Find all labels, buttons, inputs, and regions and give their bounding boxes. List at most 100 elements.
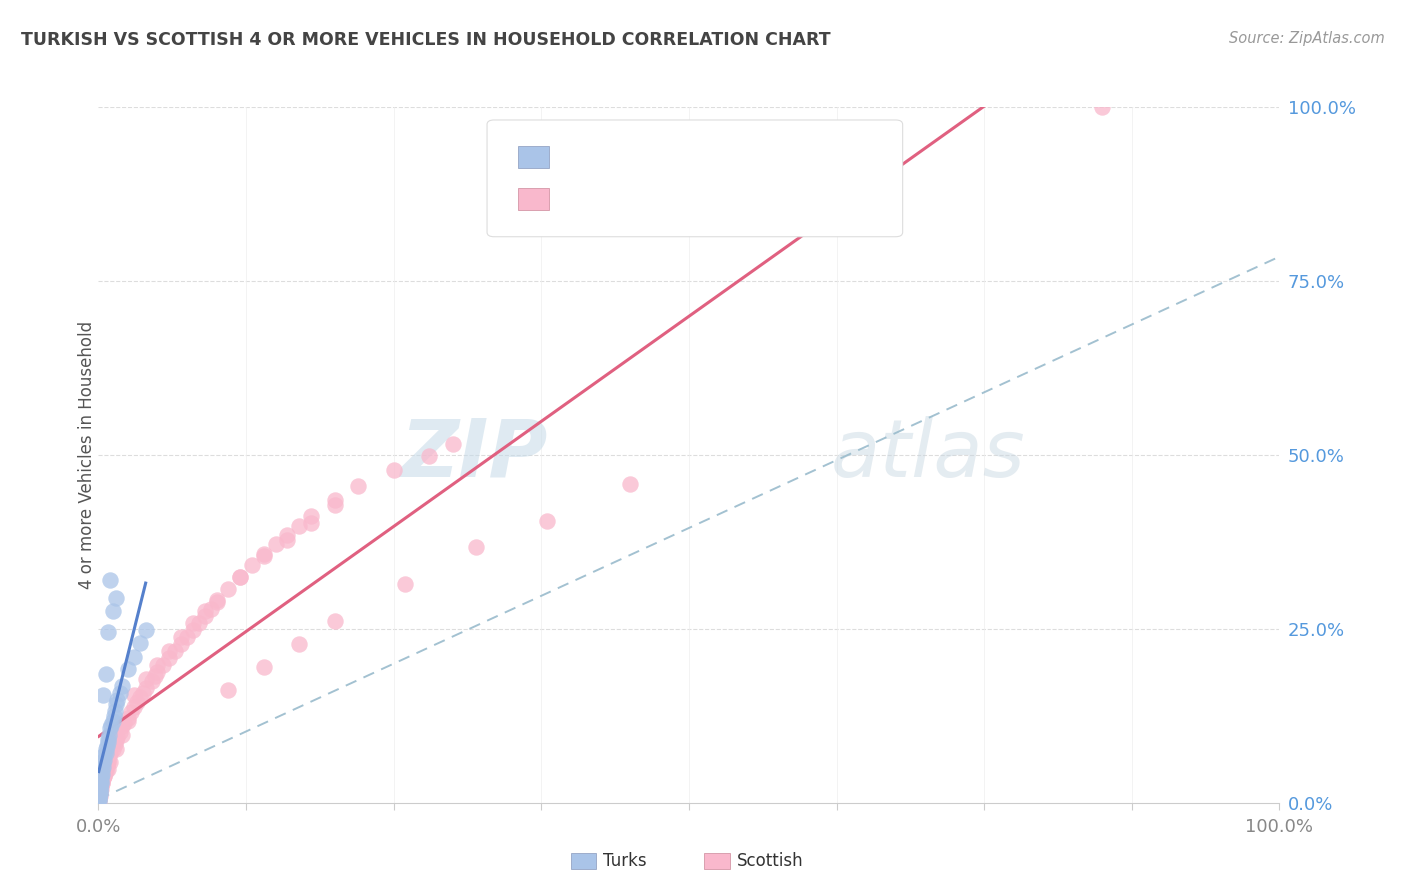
- Point: [146, 665, 169, 679]
- Point: [323, 498, 346, 512]
- Point: [89, 780, 111, 795]
- Point: [205, 592, 228, 607]
- Text: ZIP: ZIP: [399, 416, 547, 494]
- Point: [323, 493, 346, 508]
- Point: [91, 759, 114, 773]
- Point: [97, 625, 120, 640]
- Point: [418, 450, 440, 464]
- Point: [117, 711, 139, 725]
- Point: [229, 570, 252, 584]
- Point: [90, 781, 112, 796]
- Point: [394, 576, 416, 591]
- Point: [229, 570, 252, 584]
- Point: [98, 748, 121, 763]
- Point: [89, 789, 111, 803]
- Point: [91, 773, 114, 788]
- Point: [89, 785, 111, 799]
- Point: [97, 753, 120, 767]
- Point: [536, 514, 558, 528]
- Point: [288, 519, 311, 533]
- Point: [170, 637, 193, 651]
- Point: [194, 605, 217, 619]
- Point: [96, 739, 118, 753]
- Point: [98, 746, 121, 760]
- Point: [105, 741, 128, 756]
- Point: [122, 699, 145, 714]
- Point: [146, 658, 169, 673]
- Point: [299, 509, 322, 524]
- Point: [103, 708, 125, 723]
- Point: [90, 772, 112, 786]
- Point: [111, 719, 134, 733]
- Point: [135, 672, 157, 686]
- Point: [87, 792, 110, 806]
- Point: [101, 605, 124, 619]
- Point: [170, 630, 193, 644]
- Point: [105, 591, 128, 605]
- Point: [217, 683, 239, 698]
- Point: [89, 790, 111, 805]
- Point: [94, 764, 117, 779]
- Point: [96, 757, 118, 772]
- Point: [94, 761, 117, 775]
- Point: [194, 609, 217, 624]
- Point: [135, 624, 157, 638]
- Point: [382, 463, 405, 477]
- Point: [97, 756, 120, 770]
- Point: [240, 558, 263, 572]
- Point: [111, 679, 134, 693]
- Point: [89, 789, 111, 803]
- Point: [89, 785, 111, 799]
- Point: [91, 688, 114, 702]
- Point: [89, 778, 111, 793]
- Point: [97, 734, 120, 748]
- Point: [253, 547, 276, 561]
- Point: [112, 715, 135, 730]
- Point: [117, 714, 139, 728]
- Point: [181, 616, 204, 631]
- Point: [90, 775, 112, 789]
- Point: [89, 783, 111, 797]
- Point: [89, 788, 111, 802]
- Point: [141, 674, 163, 689]
- Point: [111, 728, 134, 742]
- Point: [89, 781, 111, 796]
- Point: [100, 718, 122, 732]
- Point: [93, 769, 115, 783]
- Point: [89, 790, 111, 805]
- Point: [87, 794, 110, 808]
- Text: TURKISH VS SCOTTISH 4 OR MORE VEHICLES IN HOUSEHOLD CORRELATION CHART: TURKISH VS SCOTTISH 4 OR MORE VEHICLES I…: [21, 31, 831, 49]
- Point: [122, 688, 145, 702]
- Point: [441, 437, 464, 451]
- Point: [104, 737, 127, 751]
- Point: [176, 630, 198, 644]
- Point: [165, 644, 187, 658]
- Text: R = 0.549   N = 89: R = 0.549 N = 89: [557, 189, 749, 208]
- Point: [108, 686, 131, 700]
- Point: [143, 669, 166, 683]
- Y-axis label: 4 or more Vehicles in Household: 4 or more Vehicles in Household: [79, 321, 96, 589]
- Point: [122, 649, 145, 664]
- Point: [200, 602, 222, 616]
- Point: [87, 794, 110, 808]
- Point: [288, 637, 311, 651]
- Point: [132, 686, 155, 700]
- Point: [90, 768, 112, 782]
- Point: [87, 792, 110, 806]
- Point: [97, 763, 120, 777]
- Point: [105, 730, 128, 744]
- Point: [91, 766, 114, 780]
- Point: [347, 479, 370, 493]
- Text: R = 0.532   N = 46: R = 0.532 N = 46: [557, 147, 749, 166]
- Point: [181, 624, 204, 638]
- Point: [217, 582, 239, 596]
- Point: [108, 724, 131, 739]
- Point: [91, 763, 114, 777]
- Point: [128, 690, 150, 704]
- Point: [91, 756, 114, 770]
- Point: [94, 746, 117, 760]
- Point: [157, 644, 180, 658]
- Point: [253, 660, 276, 674]
- Point: [619, 477, 641, 491]
- Point: [105, 697, 128, 711]
